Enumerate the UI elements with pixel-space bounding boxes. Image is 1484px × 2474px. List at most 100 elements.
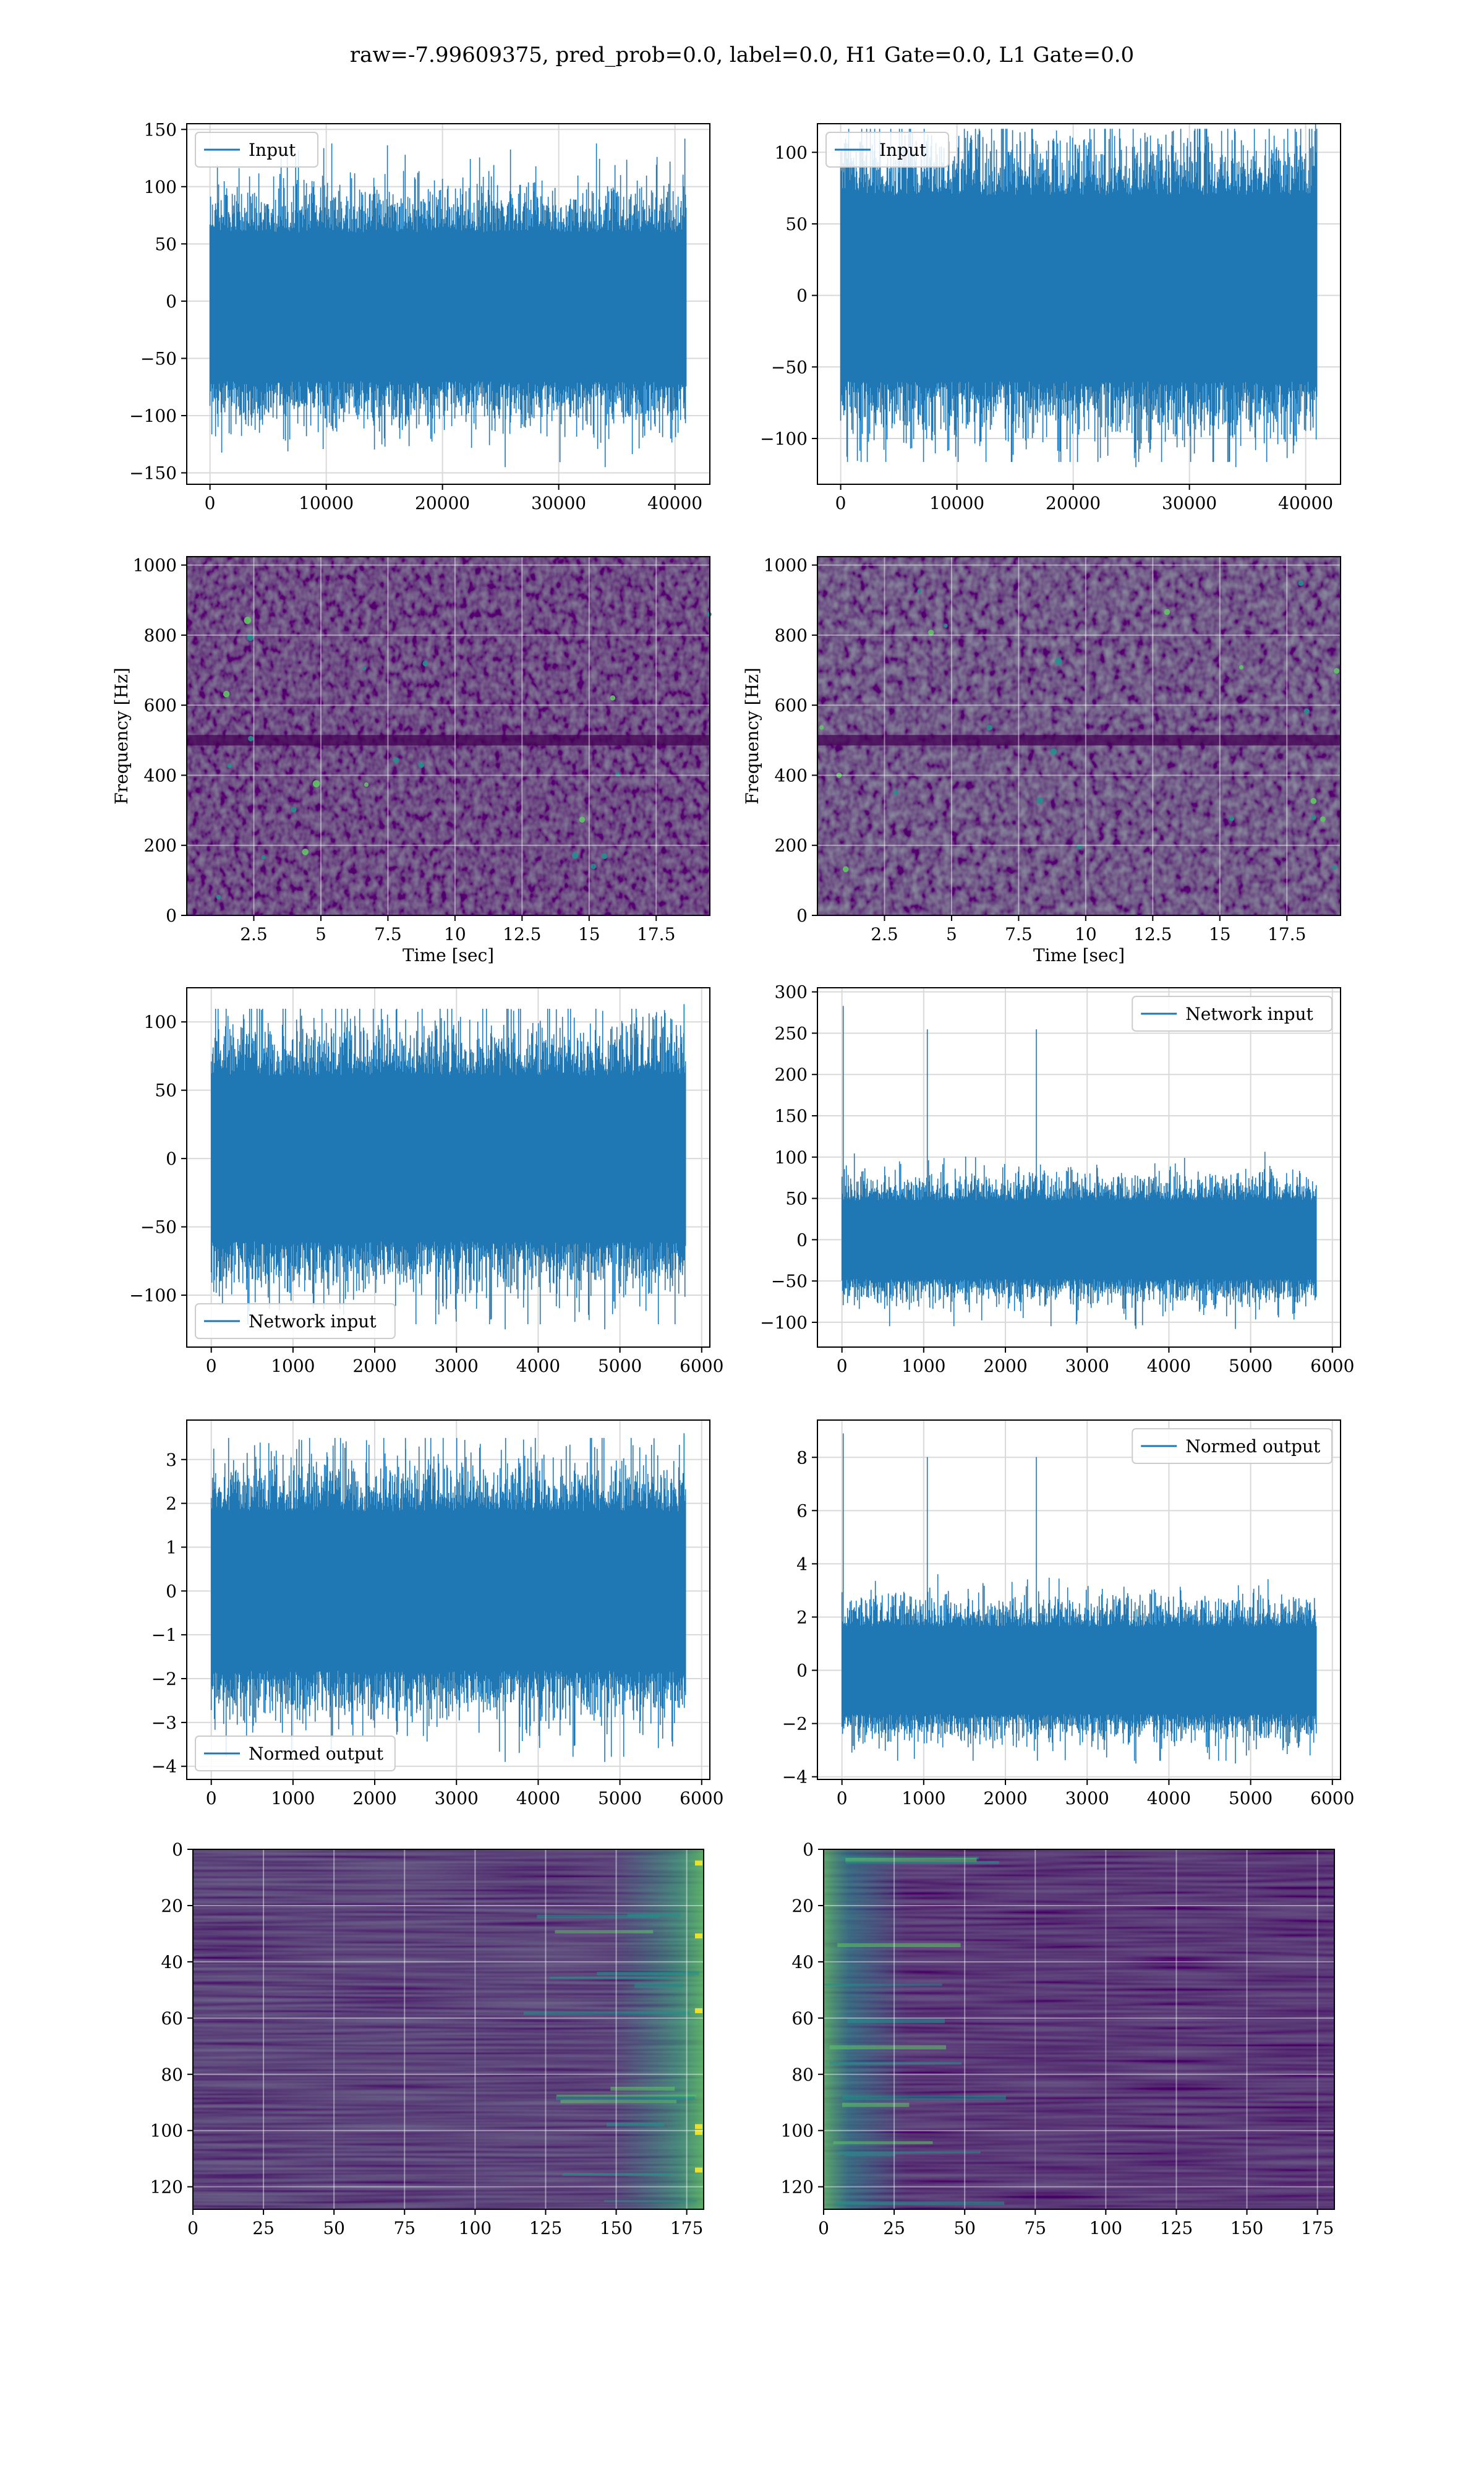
input_left-ytick-label: −50 xyxy=(140,348,177,369)
network_input_left-xtick-label: 6000 xyxy=(680,1356,723,1376)
normed_output_left-ytick-label: −1 xyxy=(151,1625,177,1645)
spectrogram_left-frame xyxy=(186,556,710,916)
feature_map_left-xtick-label: 75 xyxy=(393,2218,416,2238)
feature_map_right-ytick-label: 40 xyxy=(791,1952,814,1972)
input_left-ytick-label: 150 xyxy=(144,119,177,140)
spectrogram_left-hot-pixel xyxy=(261,855,266,860)
spectrogram_right-ylabel: Frequency [Hz] xyxy=(742,667,762,804)
feature_map_left-streak xyxy=(537,1914,659,1919)
spectrogram_right-hot-pixel xyxy=(1303,708,1310,714)
feature_map_left-xtick-label: 100 xyxy=(459,2218,492,2238)
feature_map_right-streak xyxy=(842,2102,910,2107)
spectrogram_right-xtick-label: 5 xyxy=(946,924,957,944)
spectrogram_right-hot-pixel xyxy=(842,866,849,873)
feature_map_left-streak xyxy=(523,2011,690,2015)
network_input_left-legend-label: Network input xyxy=(249,1311,377,1332)
feature_map_right-xtick-label: 25 xyxy=(883,2218,905,2238)
feature_map_right-streak xyxy=(824,1984,942,1986)
feature_map_left-streak xyxy=(562,2173,671,2176)
spectrogram_left-xtick-label: 5 xyxy=(315,924,326,944)
input_left-ytick-label: 100 xyxy=(144,177,177,197)
feature_map_left-xtick-label: 175 xyxy=(670,2218,703,2238)
normed_output_left-ytick-label: −4 xyxy=(151,1757,177,1777)
normed_output_left-ytick-label: 3 xyxy=(166,1450,177,1470)
input_left-xtick-label: 10000 xyxy=(299,493,354,513)
spectrogram_right-ytick-label: 400 xyxy=(775,765,808,785)
feature_map_right-streak xyxy=(829,2062,962,2065)
normed_output_left-ytick-label: 2 xyxy=(166,1494,177,1514)
normed_output_right-ytick-label: 4 xyxy=(796,1554,808,1574)
spectrogram_right-hot-pixel xyxy=(1050,748,1057,755)
feature_map_right-ytick-label: 60 xyxy=(791,2008,814,2029)
input_left-ytick-label: 50 xyxy=(155,234,177,254)
normed_output_right-xtick-label: 4000 xyxy=(1147,1788,1191,1808)
normed_output_left-series-line xyxy=(210,1433,686,1762)
feature_map_right-xtick-label: 125 xyxy=(1160,2218,1193,2238)
normed_output_right-ytick-label: −2 xyxy=(782,1714,808,1734)
normed_output_right-xtick-label: 2000 xyxy=(983,1788,1027,1808)
network_input_left-ytick-label: 100 xyxy=(144,1012,177,1032)
input_left-legend: Input xyxy=(195,132,318,168)
network_input_right-xtick-label: 5000 xyxy=(1229,1356,1273,1376)
normed_output_left-ytick-label: 1 xyxy=(166,1537,177,1557)
spectrogram_right-hot-pixel xyxy=(1332,865,1337,870)
network_input_right-series-line xyxy=(841,1006,1317,1329)
spectrogram_right-ytick-label: 600 xyxy=(775,695,808,716)
spectrogram_left-hot-pixel xyxy=(364,782,369,787)
spectrogram_left-xtick-label: 7.5 xyxy=(374,924,402,944)
normed_output_right-xtick-label: 5000 xyxy=(1229,1788,1273,1808)
input_right-ytick-label: 50 xyxy=(785,214,808,234)
feature_map_right-xtick-label: 150 xyxy=(1230,2218,1263,2238)
input_left-axes: 0 10000 20000 30000 40000 −150 −100 −50 0 50 100 15… xyxy=(129,119,710,513)
feature_map_left-ytick-label: 100 xyxy=(150,2121,183,2141)
spectrogram_left-hot-pixel xyxy=(615,772,620,777)
normed_output_left-xtick-label: 2000 xyxy=(352,1788,396,1808)
normed_output_left-frame xyxy=(186,1419,710,1780)
feature_map_left-frame xyxy=(192,1849,704,2210)
spectrogram_right-hot-pixel xyxy=(893,790,898,795)
normed_output_left-xtick-label: 4000 xyxy=(516,1788,560,1808)
spectrogram_left-hot-pixel xyxy=(571,852,579,859)
feature_map_left-streak xyxy=(610,2086,675,2091)
feature_map_right-streak xyxy=(829,2045,947,2050)
input_right-legend-label: Input xyxy=(879,140,927,160)
spectrogram_left-hot-pixel xyxy=(579,816,586,823)
network_input_right-ytick-label: 100 xyxy=(775,1147,808,1168)
spectrogram_left-hot-pixel xyxy=(223,690,230,698)
spectrogram_left-ytick-label: 600 xyxy=(144,695,177,716)
spectrogram_right-ytick-label: 800 xyxy=(775,625,808,646)
spectrogram_right-hot-pixel xyxy=(1310,798,1317,804)
normed_output_right-ytick-label: 6 xyxy=(796,1500,808,1521)
spectrogram_right-hot-pixel xyxy=(1055,657,1062,665)
spectrogram_right-hot-pixel xyxy=(928,630,934,636)
spectrogram_right-xlabel: Time [sec] xyxy=(1033,945,1125,965)
spectrogram_right-frame xyxy=(817,556,1341,916)
spectrogram_right-hot-pixel xyxy=(1320,816,1326,822)
normed_output_left-xtick-label: 1000 xyxy=(271,1788,315,1808)
network_input_right-ytick-label: −50 xyxy=(771,1271,808,1291)
spectrogram_left-axes: 2.5 5 7.5 10 12.5 15 17.5 0 200 400 600 800 1000 Time… xyxy=(111,555,712,965)
feature_map_right-ytick-label: 120 xyxy=(781,2177,814,2198)
normed_output_left-xtick-label: 0 xyxy=(206,1788,217,1808)
feature_map_left-streak xyxy=(556,2095,695,2100)
normed_output_right-legend: Normed output xyxy=(1132,1428,1333,1464)
spectrogram_left-xtick-label: 12.5 xyxy=(503,924,541,944)
feature_map_right-ytick-label: 0 xyxy=(803,1839,814,1860)
network_input_right-xtick-label: 6000 xyxy=(1310,1356,1354,1376)
network_input_left-xtick-label: 3000 xyxy=(435,1356,479,1376)
network_input_right-ytick-label: 150 xyxy=(775,1106,808,1126)
normed_output_right-ytick-label: 0 xyxy=(796,1661,808,1681)
spectrogram_left-hot-pixel xyxy=(312,780,320,787)
spectrogram_left-hot-pixel xyxy=(244,617,252,624)
input_left-xtick-label: 40000 xyxy=(647,493,702,513)
feature_map_left-xtick-label: 150 xyxy=(600,2218,633,2238)
input_right-xtick-label: 10000 xyxy=(929,493,984,513)
feature_map_right-ytick-label: 80 xyxy=(791,2065,814,2085)
feature_map_right-streak xyxy=(833,2141,933,2144)
network_input_left-frame xyxy=(186,987,710,1348)
input_left-frame xyxy=(186,123,710,485)
spectrogram_right-xtick-label: 7.5 xyxy=(1005,924,1033,944)
network_input_left-ytick-label: −50 xyxy=(140,1217,177,1238)
network_input_right-legend-label: Network input xyxy=(1185,1004,1313,1024)
